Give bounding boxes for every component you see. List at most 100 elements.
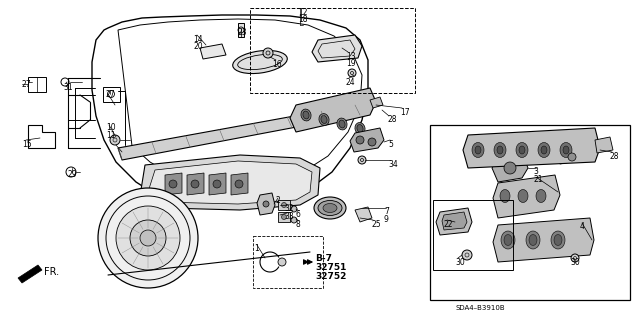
Circle shape xyxy=(348,69,356,77)
Ellipse shape xyxy=(519,146,525,154)
Ellipse shape xyxy=(494,143,506,158)
Polygon shape xyxy=(118,105,360,160)
Bar xyxy=(278,212,290,222)
Ellipse shape xyxy=(475,146,481,154)
Text: 21: 21 xyxy=(533,175,543,184)
Ellipse shape xyxy=(301,109,311,121)
Circle shape xyxy=(169,180,177,188)
Circle shape xyxy=(571,254,579,262)
Ellipse shape xyxy=(516,143,528,158)
Polygon shape xyxy=(493,218,594,262)
Ellipse shape xyxy=(560,143,572,158)
Circle shape xyxy=(291,206,297,212)
Text: 28: 28 xyxy=(610,152,620,161)
Text: 11: 11 xyxy=(106,131,115,140)
Polygon shape xyxy=(187,173,204,195)
Polygon shape xyxy=(350,128,384,152)
Ellipse shape xyxy=(337,118,347,130)
Ellipse shape xyxy=(501,231,515,249)
Text: 28: 28 xyxy=(387,115,397,124)
Ellipse shape xyxy=(541,146,547,154)
Polygon shape xyxy=(140,155,320,210)
Ellipse shape xyxy=(303,111,309,119)
Circle shape xyxy=(98,188,198,288)
Ellipse shape xyxy=(323,204,337,212)
Text: 24: 24 xyxy=(346,78,356,87)
Text: 23: 23 xyxy=(237,28,246,37)
Bar xyxy=(253,236,323,288)
Polygon shape xyxy=(492,153,528,182)
Text: 4: 4 xyxy=(580,222,585,231)
Circle shape xyxy=(358,156,366,164)
Text: 27: 27 xyxy=(106,90,116,99)
Circle shape xyxy=(110,135,120,145)
Text: 34: 34 xyxy=(388,160,397,169)
Text: 5: 5 xyxy=(388,140,393,149)
Polygon shape xyxy=(18,265,42,283)
Text: 2: 2 xyxy=(275,196,280,205)
Text: 18: 18 xyxy=(298,15,307,24)
Text: 10: 10 xyxy=(106,123,116,132)
Polygon shape xyxy=(463,128,600,168)
Ellipse shape xyxy=(355,122,365,134)
Bar xyxy=(278,200,290,210)
Circle shape xyxy=(462,250,472,260)
Text: 25: 25 xyxy=(371,220,381,229)
Bar xyxy=(28,77,46,92)
Text: 9: 9 xyxy=(384,215,389,224)
Text: B-7: B-7 xyxy=(315,254,332,263)
Ellipse shape xyxy=(319,114,329,125)
Text: 12: 12 xyxy=(298,8,307,17)
Circle shape xyxy=(282,214,287,219)
Polygon shape xyxy=(257,193,275,215)
Text: 29: 29 xyxy=(68,170,77,179)
Bar xyxy=(250,8,415,93)
Polygon shape xyxy=(436,208,472,235)
Circle shape xyxy=(291,217,297,223)
Circle shape xyxy=(140,230,156,246)
Ellipse shape xyxy=(472,143,484,158)
Polygon shape xyxy=(290,88,376,132)
Polygon shape xyxy=(442,212,467,230)
Circle shape xyxy=(568,153,576,161)
Bar xyxy=(103,87,120,102)
Text: 13: 13 xyxy=(346,52,356,61)
Text: 14: 14 xyxy=(193,35,203,44)
Circle shape xyxy=(213,180,221,188)
Text: 20: 20 xyxy=(193,42,203,51)
Text: 32751: 32751 xyxy=(315,263,346,272)
Bar xyxy=(238,23,244,37)
Text: 33: 33 xyxy=(284,212,294,221)
Ellipse shape xyxy=(321,115,327,123)
Ellipse shape xyxy=(551,231,565,249)
Ellipse shape xyxy=(529,234,537,246)
Text: 7: 7 xyxy=(384,207,389,216)
Text: 30: 30 xyxy=(570,258,580,267)
Ellipse shape xyxy=(536,189,546,203)
Text: 3: 3 xyxy=(533,167,538,176)
Polygon shape xyxy=(148,161,312,204)
Ellipse shape xyxy=(497,146,503,154)
Polygon shape xyxy=(493,175,560,218)
Polygon shape xyxy=(231,173,248,195)
Polygon shape xyxy=(558,151,582,164)
Text: FR.: FR. xyxy=(44,267,59,277)
Text: 31: 31 xyxy=(63,83,72,92)
Bar xyxy=(430,125,630,300)
Polygon shape xyxy=(595,137,613,153)
Ellipse shape xyxy=(518,189,528,203)
Ellipse shape xyxy=(314,197,346,219)
Text: 15: 15 xyxy=(22,140,31,149)
Ellipse shape xyxy=(554,234,562,246)
Ellipse shape xyxy=(339,120,345,128)
Circle shape xyxy=(116,206,180,270)
Text: 6: 6 xyxy=(296,210,301,219)
Bar xyxy=(433,200,513,270)
Polygon shape xyxy=(165,173,182,195)
Circle shape xyxy=(504,162,516,174)
Circle shape xyxy=(356,136,364,144)
Ellipse shape xyxy=(318,201,342,216)
Circle shape xyxy=(282,203,287,207)
Polygon shape xyxy=(209,173,226,195)
Circle shape xyxy=(368,138,376,146)
